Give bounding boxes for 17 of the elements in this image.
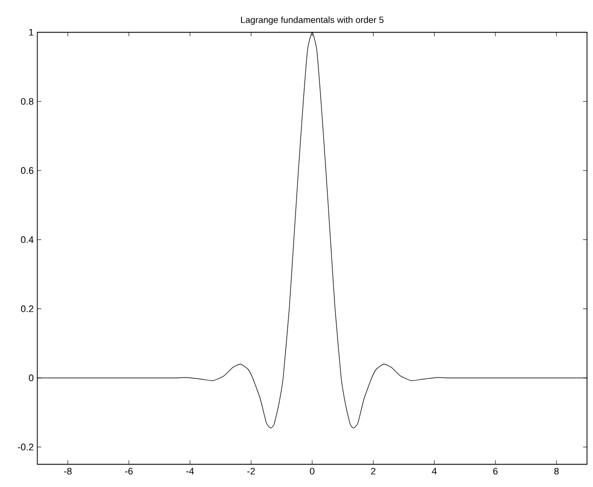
y-tick-label: 1 (29, 29, 34, 36)
chart-title: Lagrange fundamentals with order 5 (241, 16, 384, 25)
y-tick-label: 0 (28, 374, 34, 382)
x-tick-label: 4 (432, 468, 437, 474)
x-tick-label: 2 (371, 468, 376, 474)
x-tick-label: 6 (493, 468, 498, 475)
x-tick-label: -8 (64, 468, 72, 475)
y-tick-label: -0.2 (18, 444, 34, 450)
x-tick-label: -6 (125, 468, 133, 475)
x-tick-label: -4 (186, 468, 194, 474)
y-tick-label: 0.4 (21, 236, 34, 244)
y-tick-label: 0.2 (21, 305, 34, 312)
x-tick-label: 8 (554, 468, 559, 475)
y-tick-label: 0.8 (21, 98, 34, 105)
x-tick-label: -2 (247, 468, 255, 474)
x-tick-label: 0 (310, 468, 314, 475)
y-tick-label: 0.6 (21, 167, 34, 174)
